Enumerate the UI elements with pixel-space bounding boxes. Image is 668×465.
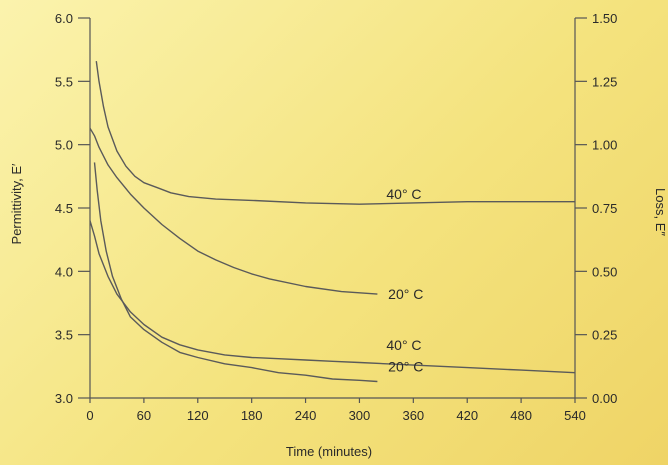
series-layer (89, 61, 576, 383)
series-line-4 (93, 162, 378, 383)
x-tick-label: 240 (295, 408, 317, 423)
x-tick-label: 360 (402, 408, 424, 423)
series-annotation-2: 20° C (388, 286, 423, 302)
y-tick-label: 3.0 (55, 391, 73, 406)
x-tick-label: 300 (349, 408, 371, 423)
x-tick-label: 0 (86, 408, 93, 423)
y2-tick-label: 1.00 (592, 138, 617, 153)
series-annotation-4: 20° C (388, 358, 423, 374)
y2-tick-label: 1.25 (592, 74, 617, 89)
y2-tick-label: 0.50 (592, 264, 617, 279)
axes: 3.0 3.5 4.0 4.5 5.0 5.5 6.0 0.00 0.25 0.50 0.75 1.0… (55, 11, 617, 423)
y2-tick-label: 0.75 (592, 201, 617, 216)
x-tick-label: 120 (187, 408, 209, 423)
series-line-1 (95, 61, 575, 205)
x-axis-title: Time (minutes) (286, 444, 372, 459)
x-tick-label: 60 (137, 408, 151, 423)
y-tick-label: 4.0 (55, 264, 73, 279)
y-tick-label: 5.0 (55, 138, 73, 153)
x-tick-label: 420 (456, 408, 478, 423)
y2-tick-label: 0.00 (592, 391, 617, 406)
x-tick-label: 480 (510, 408, 532, 423)
series-line-3 (89, 220, 576, 374)
y2-axis-title: Loss, E″ (653, 188, 668, 236)
annotation-layer: 40° C 20° C 40° C 20° C (386, 186, 423, 374)
y-tick-label: 5.5 (55, 74, 73, 89)
series-annotation-3: 40° C (386, 337, 421, 353)
y2-tick-label: 1.50 (592, 11, 617, 26)
y-tick-label: 4.5 (55, 201, 73, 216)
y2-tick-label: 0.25 (592, 328, 617, 343)
x-tick-label: 540 (564, 408, 586, 423)
series-annotation-1: 40° C (386, 186, 421, 202)
series-line-2 (89, 127, 378, 295)
y-axis-title: Permittivity, E′ (9, 163, 24, 244)
y-tick-label: 6.0 (55, 11, 73, 26)
y-tick-label: 3.5 (55, 328, 73, 343)
x-tick-label: 180 (241, 408, 263, 423)
